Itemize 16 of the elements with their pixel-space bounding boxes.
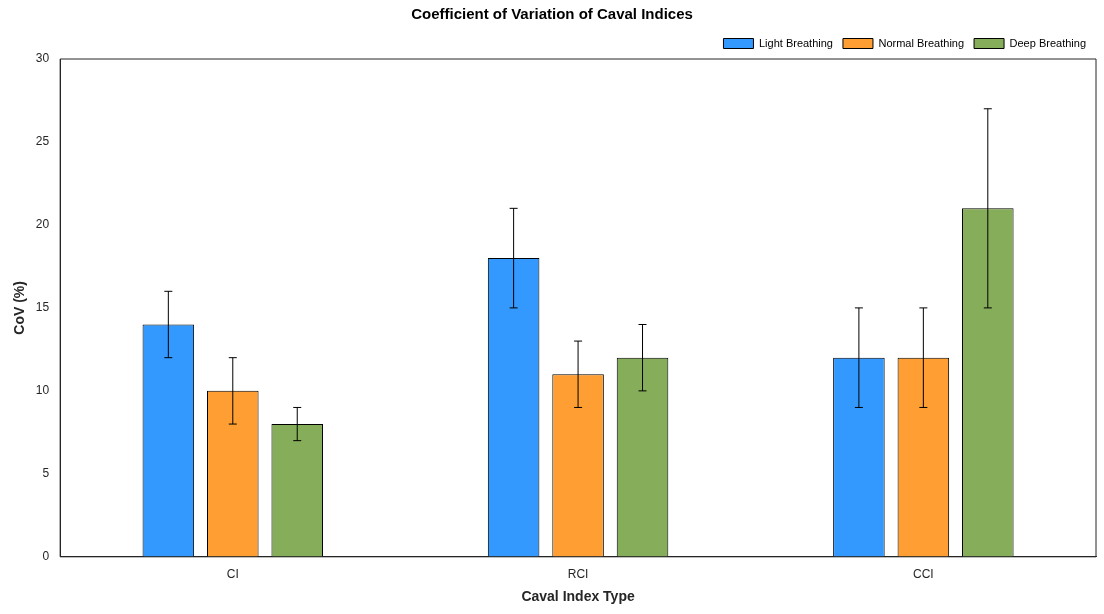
chart-title: Coefficient of Variation of Caval Indices: [411, 5, 693, 23]
y-axis-title: CoV (%): [11, 281, 28, 335]
x-axis-title: Caval Index Type: [521, 588, 635, 605]
x-tick-label: CI: [226, 567, 239, 582]
y-tick-label: 10: [35, 383, 50, 398]
y-tick-label: 20: [35, 217, 50, 232]
x-tick-label: RCI: [567, 567, 589, 582]
y-tick-label: 25: [35, 134, 50, 149]
x-tick-label: CCI: [913, 567, 934, 582]
legend-label: Light Breathing: [758, 36, 833, 49]
y-tick-label: 30: [35, 51, 50, 66]
y-tick-label: 15: [35, 300, 50, 315]
y-tick-label: 0: [42, 549, 50, 564]
legend-label: Normal Breathing: [878, 36, 965, 49]
legend-label: Deep Breathing: [1009, 36, 1087, 49]
y-tick-label: 5: [42, 466, 50, 481]
